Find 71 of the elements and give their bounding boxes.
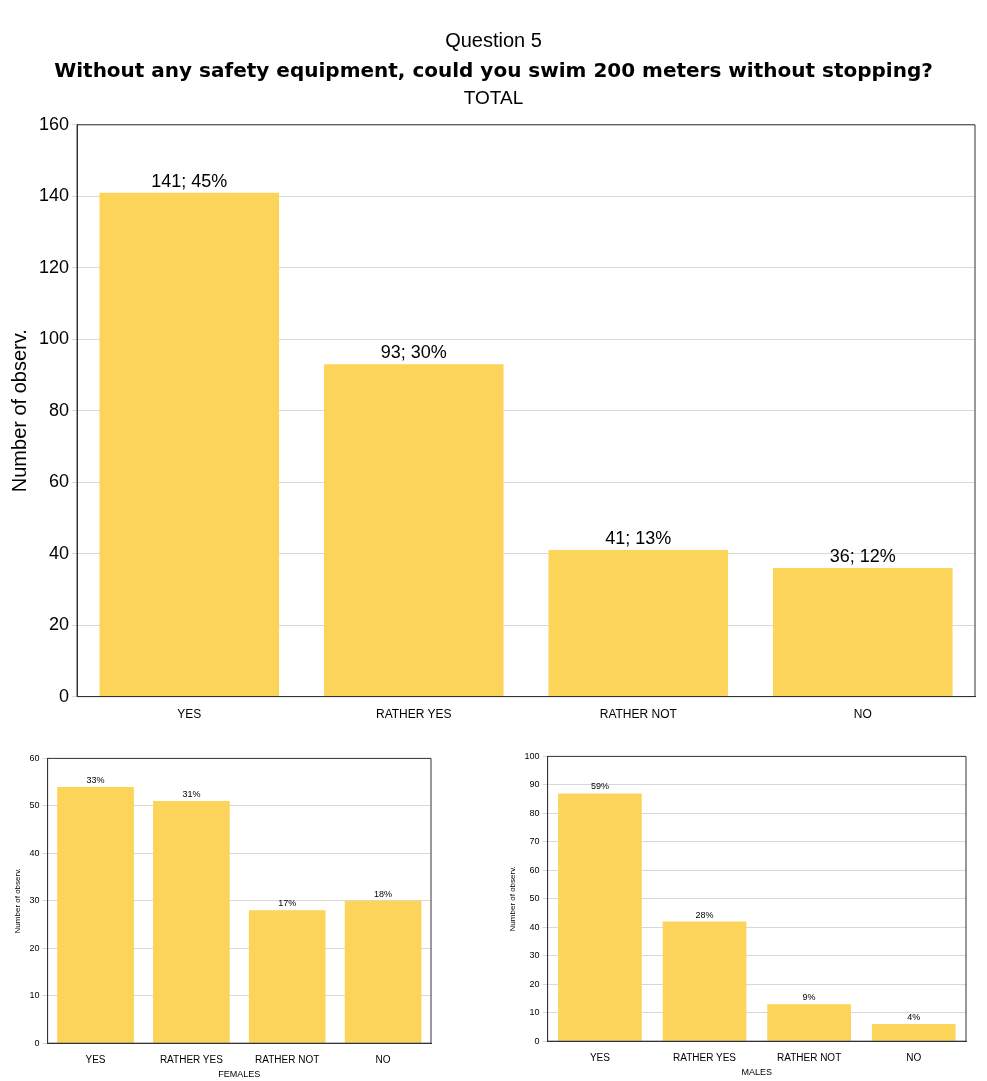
y-tick-label: 50: [529, 893, 540, 904]
x-axis-title: MALES: [741, 1067, 773, 1078]
bar: [871, 1024, 956, 1041]
x-tick-label: YES: [85, 1053, 106, 1065]
data-label: 141; 45%: [151, 170, 228, 191]
y-tick-label: 120: [38, 256, 70, 277]
bar: [548, 550, 729, 697]
bar: [57, 786, 134, 1043]
annotation: 9%: [802, 992, 816, 1003]
bar: [323, 364, 504, 697]
y-tick-label: 40: [529, 921, 540, 932]
text: TOTAL: [462, 86, 525, 110]
bar: [99, 192, 280, 697]
data-label: 41; 13%: [605, 528, 672, 549]
y-tick-label: 0: [34, 1037, 40, 1048]
y-tick-label: 70: [529, 836, 540, 847]
x-tick-label: RATHER YES: [673, 1051, 737, 1063]
data-label: 36; 12%: [829, 545, 896, 566]
annotation: 4%: [907, 1012, 921, 1023]
bar: [662, 921, 747, 1041]
bar: [153, 801, 230, 1043]
x-axis-title: FEMALES: [218, 1069, 261, 1080]
y-tick-label: 40: [49, 542, 70, 563]
y-tick-label: 80: [529, 807, 540, 818]
y-axis-title: Number of observ.: [7, 329, 30, 493]
annotation: 18%: [374, 888, 393, 899]
annotation: 31%: [182, 789, 201, 800]
y-tick-label: 140: [38, 185, 70, 206]
y-axis-title: Number of observ.: [508, 866, 517, 932]
y-axis-title: Number of observ.: [13, 868, 22, 934]
x-tick-label: RATHER NOT: [599, 707, 678, 722]
bar: [344, 900, 422, 1043]
y-tick-label: 40: [29, 847, 40, 858]
y-tick-label: 60: [29, 752, 40, 763]
y-tick-label: 20: [529, 978, 540, 989]
bar: [558, 793, 642, 1041]
y-tick-label: 60: [529, 864, 540, 875]
annotation: 17%: [278, 898, 297, 909]
x-tick-label: RATHER YES: [159, 1053, 224, 1065]
annotation: 33%: [86, 774, 105, 785]
x-tick-label: YES: [177, 707, 202, 722]
y-tick-label: 30: [29, 895, 40, 906]
x-tick-label: NO: [375, 1053, 391, 1065]
y-tick-label: 20: [49, 614, 70, 635]
y-tick-label: 20: [29, 942, 40, 953]
data-label: 93; 30%: [380, 342, 447, 363]
y-tick-label: 0: [534, 1035, 540, 1046]
y-tick-label: 30: [529, 950, 540, 961]
y-tick-label: 10: [529, 1007, 540, 1018]
bar: [248, 910, 326, 1043]
y-tick-label: 100: [38, 328, 70, 349]
bar: [767, 1004, 851, 1041]
y-tick-label: 100: [524, 750, 540, 761]
x-tick-label: NO: [853, 707, 872, 722]
y-tick-label: 50: [29, 800, 40, 811]
x-tick-label: RATHER NOT: [776, 1051, 842, 1063]
y-tick-label: 0: [59, 685, 70, 706]
x-tick-label: NO: [906, 1051, 922, 1063]
x-tick-label: YES: [589, 1051, 611, 1063]
annotation: 28%: [695, 909, 714, 920]
bar: [772, 567, 953, 697]
y-tick-label: 60: [49, 471, 70, 492]
y-tick-label: 160: [38, 113, 70, 134]
y-tick-label: 10: [29, 990, 40, 1001]
x-tick-label: RATHER NOT: [255, 1053, 320, 1065]
annotation: 59%: [590, 781, 609, 792]
y-tick-label: 80: [49, 399, 70, 420]
y-tick-label: 90: [529, 779, 540, 790]
x-tick-label: RATHER YES: [375, 707, 452, 722]
chart-subtitle: Without any safety equipment, could you swim 200 meters without stopping?: [53, 57, 934, 84]
chart-title: Question 5: [444, 28, 543, 53]
